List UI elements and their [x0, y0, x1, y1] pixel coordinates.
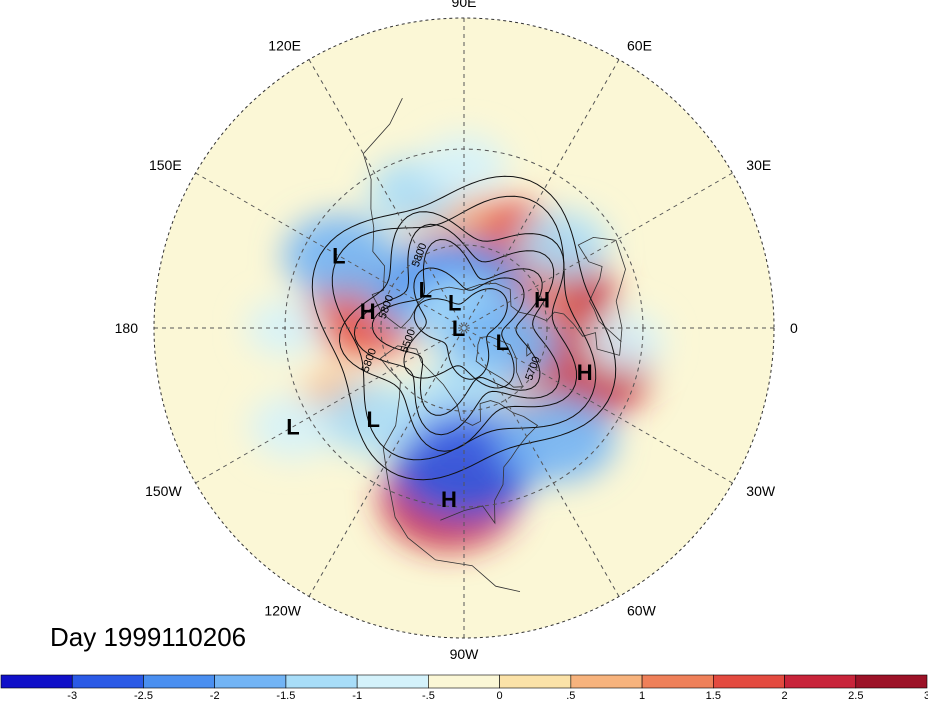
colorbar-tick-label: 2	[781, 690, 787, 702]
colorbar-swatch	[214, 674, 287, 689]
low-pressure-label: L	[286, 415, 299, 440]
longitude-label: 60E	[627, 38, 652, 54]
colorbar-swatch	[285, 674, 358, 689]
map-boundary	[153, 17, 775, 639]
meridian	[308, 59, 465, 329]
colorbar-tick-label: -2	[210, 690, 220, 702]
colorbar-tick-label: 1	[639, 690, 645, 702]
colorbar-swatch	[0, 674, 73, 689]
low-pressure-label: L	[496, 330, 509, 355]
height-contour	[413, 288, 508, 380]
high-pressure-label: H	[577, 360, 593, 385]
day-title: Day 1999110206	[50, 622, 246, 652]
anomaly-blob	[498, 395, 616, 483]
colorbar-swatch	[356, 674, 429, 689]
meridian	[463, 172, 733, 329]
anomaly-blob	[585, 312, 665, 372]
coastline	[362, 98, 620, 356]
low-pressure-label: L	[366, 407, 379, 432]
colorbar-tick-label: -1.5	[276, 690, 295, 702]
low-pressure-label: L	[419, 277, 432, 302]
meridian	[308, 327, 465, 597]
meridian	[463, 59, 620, 329]
colorbar-tick-label: 3	[924, 690, 928, 702]
longitude-label: 30E	[746, 157, 771, 173]
low-pressure-label: L	[332, 244, 345, 269]
meridian	[463, 327, 620, 597]
longitude-label: 120E	[268, 38, 301, 54]
graticule	[154, 18, 774, 638]
colorbar-tick-label: -1	[352, 690, 362, 702]
meridian	[195, 172, 465, 329]
meridian	[463, 327, 733, 484]
colorbar-tick-label: 1.5	[706, 690, 721, 702]
colorbar-swatch	[143, 674, 215, 689]
colorbar-swatch	[784, 674, 857, 689]
colorbar: -3 -2.5 -2 -1.5 -1 -.5 0 .5 1 1.5 2 2.5 3	[0, 674, 928, 702]
colorbar-swatch	[570, 674, 643, 689]
coastline	[526, 342, 532, 357]
colorbar-swatch	[428, 674, 500, 689]
high-pressure-label: H	[441, 487, 457, 512]
longitude-label: 90W	[450, 646, 480, 662]
colorbar-tick-label: -3	[67, 690, 77, 702]
high-pressure-label: H	[534, 288, 550, 313]
colorbar-tick-label: -2.5	[134, 690, 153, 702]
colorbar-swatch	[499, 674, 572, 689]
colorbar-tick-label: -.5	[422, 690, 435, 702]
longitude-label: 30W	[746, 483, 776, 499]
coastline	[577, 236, 626, 356]
meridian	[195, 327, 465, 484]
low-pressure-label: L	[452, 316, 465, 341]
high-pressure-label: H	[360, 299, 376, 324]
longitude-label: 60W	[627, 602, 657, 618]
longitude-label: 90E	[452, 0, 477, 10]
coastline	[382, 425, 521, 592]
colorbar-tick-label: .5	[566, 690, 575, 702]
map-disk	[154, 18, 774, 638]
colorbar-tick-label: 2.5	[848, 690, 863, 702]
longitude-labels: 90E 60E 30E 0 30W 60W 90W 120W 150W 180 150E 120E	[115, 0, 798, 662]
anomaly-blob	[421, 135, 507, 199]
longitude-label: 180	[115, 320, 139, 336]
anomaly-blob	[324, 382, 423, 456]
longitude-label: 150E	[149, 157, 182, 173]
colorbar-swatch	[855, 674, 928, 689]
colorbar-swatch	[713, 674, 785, 689]
longitude-label: 0	[790, 320, 798, 336]
colorbar-swatch	[641, 674, 714, 689]
longitude-label: 120W	[264, 602, 301, 618]
low-pressure-label: L	[448, 291, 461, 316]
colorbar-swatch	[71, 674, 144, 689]
longitude-label: 150W	[145, 483, 182, 499]
colorbar-tick-label: 0	[497, 690, 503, 702]
